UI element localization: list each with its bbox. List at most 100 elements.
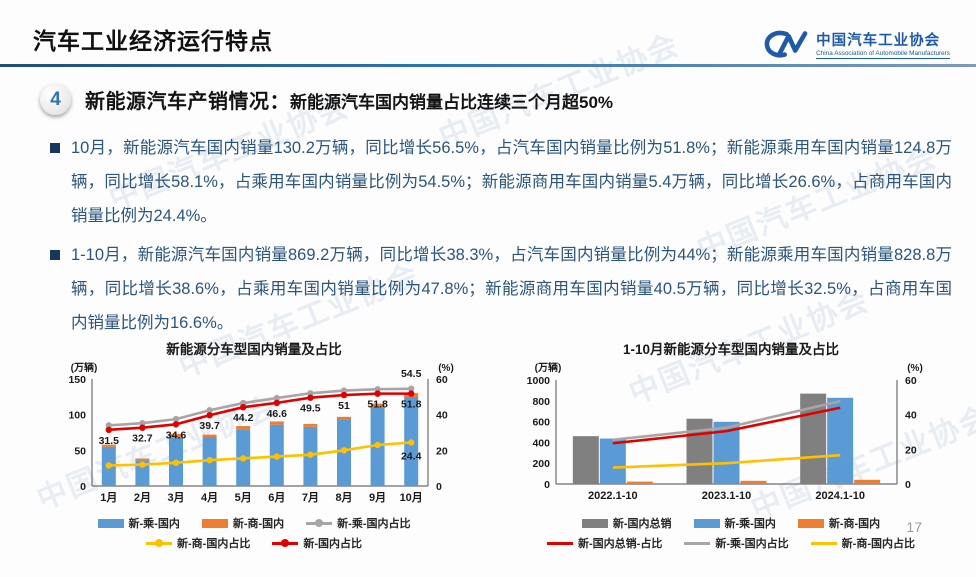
section-number-badge: 4	[40, 84, 71, 115]
line-marker-icon	[155, 539, 163, 547]
page-title: 汽车工业经济运行特点	[33, 28, 273, 54]
svg-text:20: 20	[436, 445, 448, 457]
svg-text:150: 150	[68, 374, 86, 386]
svg-text:400: 400	[532, 437, 550, 449]
section-title: 新能源汽车产销情况：	[85, 91, 290, 113]
logo-org-name-en: China Association of Automobile Manufact…	[816, 50, 950, 59]
svg-text:4月: 4月	[201, 491, 218, 504]
caam-logo-icon	[764, 30, 808, 58]
svg-text:46.6: 46.6	[267, 408, 288, 420]
svg-text:8月: 8月	[335, 491, 352, 504]
svg-text:51.8: 51.8	[367, 399, 388, 411]
legend-row: 新-国内总销 新-乘-国内 新-商-国内	[581, 515, 881, 531]
legend-item: 新-国内总销-占比	[547, 535, 662, 551]
bullet-text-jan-october: 1-10月，新能源汽车国内销量869.2万辆，同比增长38.3%，占汽车国内销量…	[71, 246, 952, 332]
section-subtitle: 新能源汽车国内销量占比连续三个月超50%	[290, 93, 614, 112]
bullet-list: 10月，新能源汽车国内销量130.2万辆，同比增长56.5%，占汽车国内销量比例…	[50, 131, 952, 340]
legend-label: 新-商-国内	[232, 518, 285, 530]
legend-label: 新-乘-国内占比	[337, 518, 411, 530]
bar-swatch-icon	[581, 518, 608, 528]
legend-label: 新-商-国内占比	[841, 538, 915, 550]
charts-row: 新能源分车型国内销量及占比 (万辆) (%) 0 50 100 150 0 20 40 60 54.5…	[30, 341, 972, 551]
legend-item: 新-商-国内占比	[146, 535, 250, 551]
logo-org-name: 中国汽车工业协会	[816, 33, 941, 49]
caam-logo: 中国汽车工业协会 China Association of Automobile…	[763, 28, 950, 60]
bar-swatch-icon	[693, 518, 720, 528]
bullet-item: 1-10月，新能源汽车国内销量869.2万辆，同比增长38.3%，占汽车国内销量…	[50, 238, 952, 340]
svg-text:51: 51	[338, 400, 350, 412]
svg-text:(%): (%)	[907, 363, 923, 374]
legend-item: 新-乘-国内	[97, 515, 180, 531]
lines-group	[105, 385, 415, 469]
chart-monthly-nev-sales: 新能源分车型国内销量及占比 (万辆) (%) 0 50 100 150 0 20 40 60 54.5…	[30, 341, 478, 551]
svg-text:20: 20	[905, 444, 917, 456]
bullet-marker-icon	[50, 143, 60, 153]
svg-text:2022.1-10: 2022.1-10	[588, 490, 638, 502]
bullet-text-october: 10月，新能源汽车国内销量130.2万辆，同比增长56.5%，占汽车国内销量比例…	[71, 139, 952, 225]
line-swatch-icon	[810, 541, 837, 545]
svg-text:60: 60	[905, 375, 917, 387]
line-marker-icon	[281, 539, 290, 547]
svg-text:200: 200	[532, 458, 550, 470]
svg-text:0: 0	[80, 481, 86, 493]
svg-text:40: 40	[905, 410, 917, 422]
svg-text:49.5: 49.5	[300, 403, 321, 415]
svg-text:800: 800	[532, 396, 550, 408]
svg-text:(万辆): (万辆)	[71, 361, 98, 374]
svg-text:51.8: 51.8	[401, 399, 422, 411]
svg-text:新能源分车型国内销量及占比: 新能源分车型国内销量及占比	[166, 341, 342, 357]
svg-text:40: 40	[436, 410, 448, 422]
line-swatch-icon	[684, 541, 711, 545]
svg-text:2024.1-10: 2024.1-10	[815, 490, 865, 502]
svg-text:7月: 7月	[302, 491, 319, 504]
bullet-item: 10月，新能源汽车国内销量130.2万辆，同比增长56.5%，占汽车国内销量比例…	[50, 131, 952, 233]
legend-label: 新-乘-国内占比	[715, 538, 789, 550]
line-swatch-icon	[306, 519, 333, 527]
legend-label: 新-国内总销-占比	[578, 538, 663, 550]
legend-label: 新-商-国内	[828, 518, 881, 530]
chart-cumulative-nev-sales: 1-10月新能源分车型国内销量及占比 (万辆) (%) 0 200 400 600 800 10…	[490, 341, 972, 551]
svg-text:0: 0	[544, 479, 550, 491]
bar-swatch-icon	[97, 518, 124, 528]
svg-text:1-10月新能源分车型国内销量及占比: 1-10月新能源分车型国内销量及占比	[623, 341, 839, 357]
svg-text:2023.1-10: 2023.1-10	[702, 490, 752, 502]
data-labels-group: 54.5 24.4 31.5 32.7 34.6 39.7 44.2 46.6 49.5 51 51…	[99, 368, 422, 463]
cumulative-chart-canvas: 1-10月新能源分车型国内销量及占比(万辆) (%)020040060080010…	[527, 341, 923, 502]
svg-text:54.5: 54.5	[401, 368, 422, 380]
svg-text:39.7: 39.7	[199, 420, 220, 432]
lines-group	[612, 399, 841, 469]
legend-item: 新-国内总销	[581, 515, 672, 531]
line-swatch-icon	[272, 539, 299, 547]
legend-item: 新-商-国内占比	[810, 535, 915, 551]
svg-text:9月: 9月	[369, 491, 386, 504]
logo-text: 中国汽车工业协会 China Association of Automobile…	[816, 29, 950, 59]
line-swatch-icon	[146, 539, 172, 547]
legend-item: 新-国内占比	[272, 535, 362, 551]
svg-text:6月: 6月	[268, 491, 285, 504]
svg-text:1000: 1000	[527, 375, 551, 387]
legend-item: 新-商-国内	[201, 515, 285, 531]
svg-text:100: 100	[68, 410, 86, 422]
svg-text:10月: 10月	[400, 491, 423, 504]
legend-item: 新-乘-国内占比	[306, 515, 410, 531]
monthly-chart-legend: 新-乘-国内 新-商-国内 新-乘-国内占比新-商-国内占比 新-国内占比	[30, 515, 478, 551]
bar-swatch-icon	[201, 518, 228, 528]
legend-item: 新-商-国内	[797, 515, 881, 531]
svg-text:0: 0	[905, 479, 911, 491]
legend-label: 新-国内总销	[612, 518, 672, 530]
svg-text:34.6: 34.6	[166, 429, 187, 441]
svg-text:1月: 1月	[100, 491, 117, 504]
legend-row: 新-乘-国内 新-商-国内 新-乘-国内占比	[97, 515, 410, 531]
svg-text:3月: 3月	[167, 491, 184, 504]
legend-row: 新-商-国内占比 新-国内占比	[146, 535, 362, 551]
svg-text:2月: 2月	[134, 491, 151, 504]
line-swatch-icon	[547, 541, 573, 545]
legend-label: 新-商-国内占比	[177, 538, 251, 550]
svg-text:5月: 5月	[235, 491, 252, 504]
legend-item: 新-乘-国内	[693, 515, 776, 531]
legend-label: 新-乘-国内	[128, 518, 180, 530]
section-title-row: 新能源汽车产销情况： 新能源汽车国内销量占比连续三个月超50%	[85, 85, 613, 114]
bar-swatch-icon	[797, 518, 824, 528]
svg-text:(万辆): (万辆)	[535, 361, 562, 374]
